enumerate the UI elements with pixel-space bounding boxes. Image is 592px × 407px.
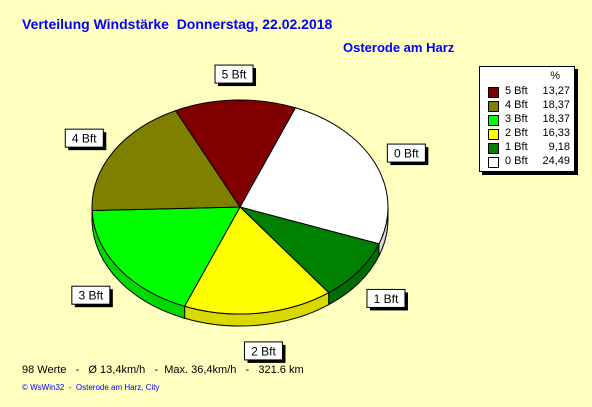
legend-swatch — [488, 157, 499, 168]
legend-label: 0 Bft — [505, 155, 528, 167]
legend-label: 3 Bft — [505, 113, 528, 125]
slice-label-0-bft: 0 Bft — [386, 143, 429, 166]
slice-label-2-bft: 2 Bft — [243, 341, 286, 363]
svg-text:3 Bft: 3 Bft — [78, 289, 103, 303]
legend-item-5-bft: 5 Bft 13,27 — [488, 85, 570, 98]
footer-credit: © WsWin32 - Osterode am Harz, City — [22, 383, 160, 392]
svg-text:2 Bft: 2 Bft — [251, 344, 276, 358]
legend-swatch — [488, 115, 499, 126]
legend-item-3-bft: 3 Bft 18,37 — [488, 113, 570, 126]
legend-swatch — [488, 87, 499, 98]
footer-stats: 98 Werte - Ø 13,4km/h - Max. 36,4km/h - … — [22, 364, 304, 376]
svg-text:5 Bft: 5 Bft — [222, 68, 247, 82]
pie-slice-4-bft — [91, 110, 241, 212]
pie-slice-5-bft — [174, 99, 297, 208]
legend-swatch — [488, 143, 499, 154]
legend: % 5 Bft 13,27 4 Bft 18,37 3 Bft 18,37 2 Bft 16,… — [479, 66, 575, 172]
legend-header: % — [550, 70, 560, 82]
legend-value: 18,37 — [542, 113, 570, 125]
legend-label: 2 Bft — [505, 127, 528, 139]
pie-slice-3-bft — [91, 206, 241, 307]
legend-label: 4 Bft — [505, 99, 528, 111]
legend-value: 24,49 — [542, 155, 570, 167]
chart-subtitle: Osterode am Harz — [343, 40, 455, 55]
legend-swatch — [488, 101, 499, 112]
legend-value: 13,27 — [542, 85, 570, 97]
legend-item-0-bft: 0 Bft 24,49 — [488, 155, 570, 168]
legend-item-4-bft: 4 Bft 18,37 — [488, 99, 570, 112]
slice-label-1-bft: 1 Bft — [366, 288, 408, 311]
legend-swatch — [488, 129, 499, 140]
legend-value: 9,18 — [548, 141, 570, 153]
chart-title: Verteilung Windstärke Donnerstag, 22.02.… — [22, 16, 333, 32]
legend-value: 16,33 — [542, 127, 570, 139]
slice-label-4-bft: 4 Bft — [64, 128, 107, 151]
slice-label-5-bft: 5 Bft — [214, 64, 257, 87]
legend-item-1-bft: 1 Bft 9,18 — [488, 141, 570, 154]
pie-slice-1-bft — [238, 206, 380, 294]
pie-slice-2-bft — [183, 206, 330, 315]
slice-label-3-bft: 3 Bft — [71, 285, 113, 308]
svg-text:0 Bft: 0 Bft — [394, 147, 419, 161]
legend-label: 5 Bft — [505, 85, 528, 97]
svg-text:4 Bft: 4 Bft — [72, 132, 97, 146]
legend-value: 18,37 — [542, 99, 570, 111]
legend-label: 1 Bft — [505, 141, 528, 153]
svg-text:1 Bft: 1 Bft — [374, 292, 399, 306]
legend-item-2-bft: 2 Bft 16,33 — [488, 127, 570, 140]
